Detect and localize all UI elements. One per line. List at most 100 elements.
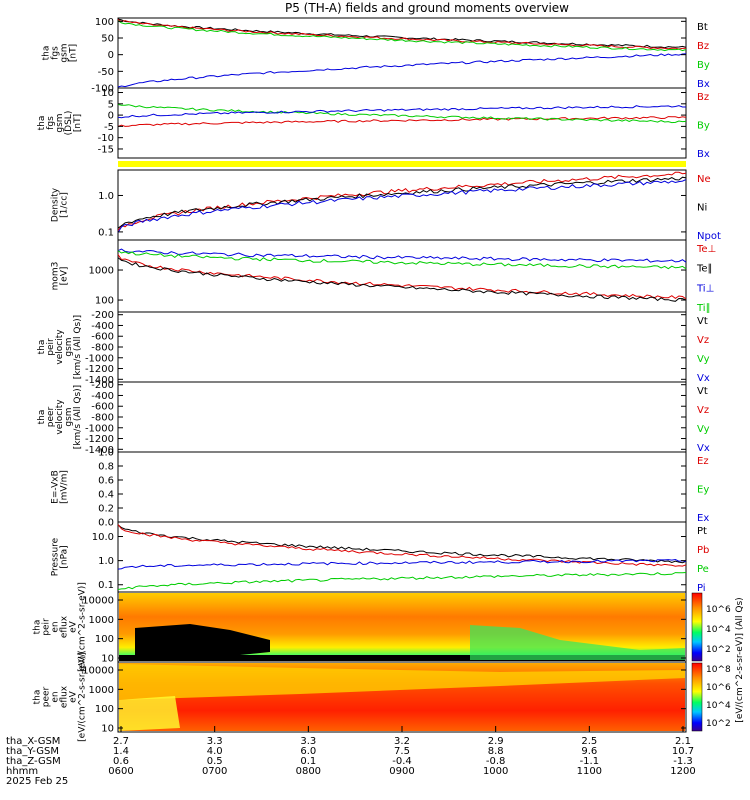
legend-entry: Ni [697,203,707,214]
y-axis-label: [nT] [73,114,83,132]
date-label: 2025 Feb 25 [6,776,68,787]
legend-entry: By [697,121,710,132]
legend-entry: Vy [697,354,710,365]
y-axis-label: velocity [55,329,65,365]
cbar-tick: 10^4 [706,625,731,635]
y-axis-label: eflux [60,685,70,708]
y-tick-label: 10000 [82,666,114,677]
y-tick-label: -800 [91,413,114,424]
spectrogram-peer-cool [119,696,180,731]
y-tick-label: -50 [98,67,114,78]
y-tick-label: 100 [95,704,114,715]
x-tick-label: -1.3 [673,756,693,767]
x-tick-label: 2.7 [113,736,129,747]
legend-entry: Bx [697,79,710,90]
legend-entry: Te∥ [696,264,713,275]
x-tick-label: 6.0 [300,746,316,757]
y-tick-label: 100 [95,634,114,645]
series-line [117,248,687,263]
x-tick-label: 7.5 [394,746,410,757]
y-axis-label: tha [37,410,47,425]
y-tick-label: -600 [91,402,114,413]
legend-entry: Bt [697,22,708,33]
x-axis: 2.71.40.606003.34.00.507003.36.00.108003… [6,726,696,777]
y-tick-label: -400 [91,391,114,402]
y-axis-label: [nPa] [60,545,70,568]
y-tick-label: 0 [108,50,114,61]
x-tick-label: 2.9 [488,736,504,747]
colorbar-peer [691,662,703,732]
data-curves [117,18,687,590]
colorbar-ticks-peir: 10^6 10^4 10^2 [706,605,731,655]
legend-entry: Ey [697,485,709,496]
cbar-tick: 10^6 [706,605,731,615]
y-tick-label: 5 [108,99,114,110]
x-tick-label: 0700 [202,766,227,777]
cbar-tick: 10^2 [706,645,731,655]
x-tick-label: 9.6 [581,746,597,757]
legend-entry: Pt [697,526,707,537]
series-line [117,176,687,229]
y-tick-label: 0.2 [98,504,114,515]
cbar-tick: 10^8 [706,665,731,675]
y-axis-label: [eV/(cm^2-s-sr-eV)] [78,582,88,672]
x-tick-label: 8.8 [488,746,504,757]
y-axis-label: eflux [60,615,70,638]
colorbar-ticks-peer: 10^8 10^6 10^4 10^2 [706,665,731,729]
y-tick-label: -1400 [85,445,114,456]
y-tick-label: -1200 [85,364,114,375]
x-tick-label: 3.3 [207,736,223,747]
y-axis-label: (DSL) [64,111,74,136]
y-tick-label: -1400 [85,375,114,386]
panel-pressure [117,521,687,593]
series-line [117,524,687,567]
spectrogram-peir-lowband [119,655,685,661]
y-tick-label: 10 [101,88,114,99]
y-axis-label: eV [69,620,79,633]
y-axis-label: peer [42,686,52,707]
y-tick-label: -200 [91,310,114,321]
y-tick-label: 1.0 [98,191,114,202]
legend-entry: Bz [697,92,709,103]
y-axis-label: [1/cc] [60,192,70,218]
panel-peer-velocity [117,381,687,453]
x-tick-label: 1000 [483,766,508,777]
series-line [117,19,687,50]
y-axis-label: [km/s (All Qs)] [73,385,83,449]
x-tick-label: 0900 [389,766,414,777]
legend-entry: Pe [697,564,709,575]
y-tick-label: -400 [91,321,114,332]
legend-entry: Pb [697,545,709,556]
y-tick-label: -800 [91,343,114,354]
series-line [117,257,687,302]
y-axis-label: velocity [55,399,65,435]
spectrogram-peir-green-band [470,625,685,660]
y-tick-label: 0.0 [98,518,114,529]
legend-entry: Vz [697,405,709,416]
y-axis-label: [eV/(cm^2-s-sr-eV)] [78,652,88,742]
spectrogram-peir-dropout [135,624,270,660]
quality-bar [118,161,686,167]
panel-peir-velocity [117,311,687,383]
y-tick-label: 100 [95,296,114,307]
x-tick-label: 1.4 [113,746,129,757]
y-axis-label: [km/s (All Qs)] [73,315,83,379]
y-axis-label: [nT] [69,44,79,62]
legend-entry: Npot [697,231,721,242]
x-tick-label: 3.2 [394,736,410,747]
y-tick-label: -10 [98,133,114,144]
legend-entry: Bz [697,41,709,52]
x-tick-label: 0600 [108,766,133,777]
y-axis-label: fgs [46,116,56,130]
legend-entry: Vx [697,443,710,454]
series-line [117,116,687,127]
x-tick-label: 3.3 [300,736,316,747]
panel-efield [117,451,687,523]
panel-mom3 [117,239,687,313]
series-line [117,105,686,119]
y-tick-label: 0.6 [98,476,114,487]
legend-entry: Vy [697,424,710,435]
series-line [117,250,687,270]
panel-fgs-dsl [117,87,687,159]
